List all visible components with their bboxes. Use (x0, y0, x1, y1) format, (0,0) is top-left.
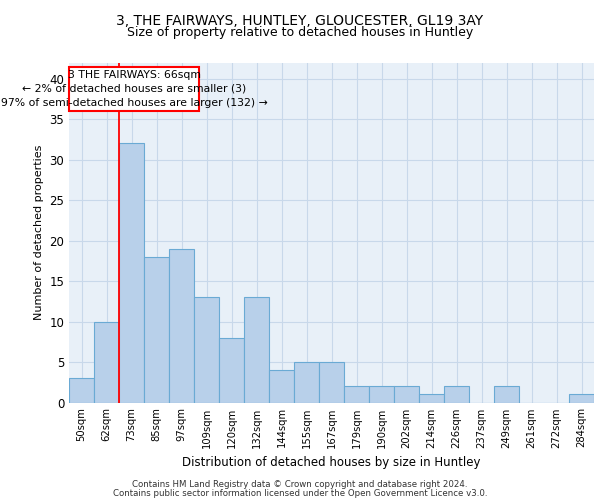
Bar (194, 298, 219, 403)
Bar (369, 386, 394, 402)
Bar (219, 338, 244, 402)
Bar (244, 298, 269, 403)
Bar (119, 144, 144, 402)
Text: 3 THE FAIRWAYS: 66sqm
← 2% of detached houses are smaller (3)
97% of semi-detach: 3 THE FAIRWAYS: 66sqm ← 2% of detached h… (1, 70, 268, 108)
Bar (169, 248, 194, 402)
Text: Contains HM Land Registry data © Crown copyright and database right 2024.: Contains HM Land Registry data © Crown c… (132, 480, 468, 489)
Bar (319, 362, 344, 403)
Text: 3, THE FAIRWAYS, HUNTLEY, GLOUCESTER, GL19 3AY: 3, THE FAIRWAYS, HUNTLEY, GLOUCESTER, GL… (116, 14, 484, 28)
Text: Contains public sector information licensed under the Open Government Licence v3: Contains public sector information licen… (113, 488, 487, 498)
Bar (269, 370, 294, 402)
X-axis label: Distribution of detached houses by size in Huntley: Distribution of detached houses by size … (182, 456, 481, 469)
Bar (69, 66, 199, 111)
Bar (444, 386, 469, 402)
Bar (294, 362, 319, 403)
Bar (69, 378, 94, 402)
Bar (394, 386, 419, 402)
Bar (94, 322, 119, 402)
Bar (144, 257, 169, 402)
Bar (494, 386, 519, 402)
Bar (419, 394, 444, 402)
Text: Size of property relative to detached houses in Huntley: Size of property relative to detached ho… (127, 26, 473, 39)
Bar (344, 386, 369, 402)
Bar (569, 394, 594, 402)
Y-axis label: Number of detached properties: Number of detached properties (34, 145, 44, 320)
